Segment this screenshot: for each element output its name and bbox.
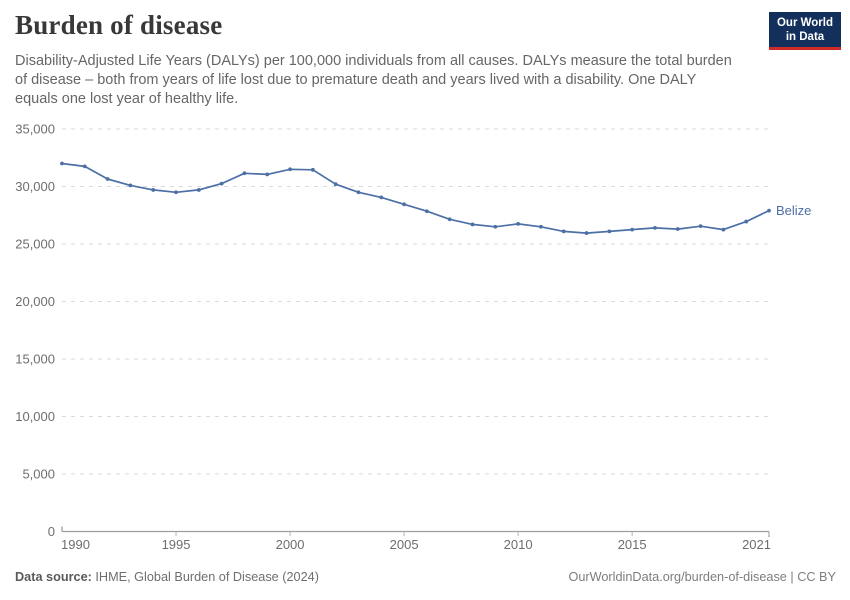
y-axis-tick-label: 25,000 xyxy=(15,237,55,252)
data-point-marker[interactable] xyxy=(60,161,64,166)
x-axis-tick-label: 2000 xyxy=(276,537,305,552)
y-axis-tick-label: 0 xyxy=(48,524,55,539)
data-point-marker[interactable] xyxy=(447,217,452,222)
data-point-marker[interactable] xyxy=(174,190,178,195)
data-point-marker[interactable] xyxy=(82,164,87,169)
x-axis-tick-label: 1995 xyxy=(162,537,191,552)
data-point-marker[interactable] xyxy=(288,167,292,172)
y-axis-tick-label: 20,000 xyxy=(15,294,55,309)
x-axis-tick-label: 2021 xyxy=(742,537,771,552)
data-point-marker[interactable] xyxy=(493,224,498,229)
page-title: Burden of disease xyxy=(15,10,223,40)
data-point-marker[interactable] xyxy=(356,190,361,195)
data-point-marker[interactable] xyxy=(105,177,110,181)
data-point-marker[interactable] xyxy=(675,227,680,231)
chart-footer: Data source: IHME, Global Burden of Dise… xyxy=(15,570,836,584)
data-point-marker[interactable] xyxy=(584,231,589,235)
y-axis-tick-label: 35,000 xyxy=(15,122,55,137)
data-point-marker[interactable] xyxy=(561,229,566,234)
y-axis-tick-label: 30,000 xyxy=(15,179,55,194)
data-point-marker[interactable] xyxy=(539,224,543,229)
data-point-marker[interactable] xyxy=(698,224,703,229)
x-axis-tick-label: 2015 xyxy=(618,537,647,552)
data-point-marker[interactable] xyxy=(744,219,749,224)
data-point-marker[interactable] xyxy=(607,229,612,234)
data-point-marker[interactable] xyxy=(265,172,270,177)
x-axis-tick-label: 1990 xyxy=(61,537,90,552)
data-point-marker[interactable] xyxy=(333,182,338,187)
owid-logo[interactable]: Our World in Data xyxy=(769,12,841,50)
data-point-marker[interactable] xyxy=(721,227,726,232)
y-axis-tick-label: 5,000 xyxy=(22,467,55,482)
data-point-marker[interactable] xyxy=(425,209,429,214)
data-point-marker[interactable] xyxy=(767,208,771,213)
data-point-marker[interactable] xyxy=(402,202,406,207)
data-point-marker[interactable] xyxy=(242,171,247,176)
data-point-marker[interactable] xyxy=(630,227,635,232)
data-point-marker[interactable] xyxy=(470,222,475,227)
data-point-marker[interactable] xyxy=(516,221,521,226)
data-point-marker[interactable] xyxy=(151,188,156,192)
data-source-label: Data source: xyxy=(15,570,92,584)
data-source-note: Data source: IHME, Global Burden of Dise… xyxy=(15,570,319,584)
owid-logo-line1: Our World xyxy=(776,17,833,29)
footer-link[interactable]: OurWorldinData.org/burden-of-disease | C… xyxy=(568,570,836,584)
chart-subtitle: Disability-Adjusted Life Years (DALYs) p… xyxy=(15,53,732,107)
x-axis-tick-label: 2010 xyxy=(504,537,533,552)
data-point-marker[interactable] xyxy=(128,183,133,188)
data-point-marker[interactable] xyxy=(310,167,315,172)
data-source-value: IHME, Global Burden of Disease (2024) xyxy=(91,570,319,584)
data-point-marker[interactable] xyxy=(379,195,384,200)
series-line[interactable] xyxy=(61,162,770,234)
data-point-marker[interactable] xyxy=(653,226,657,230)
y-axis-tick-label: 15,000 xyxy=(15,352,55,367)
owid-logo-line2: in Data xyxy=(785,31,825,43)
data-point-marker[interactable] xyxy=(196,188,201,192)
y-axis-tick-label: 10,000 xyxy=(15,409,55,424)
series-end-label[interactable]: Belize xyxy=(776,203,811,218)
data-point-marker[interactable] xyxy=(219,181,224,186)
x-axis-tick-label: 2005 xyxy=(390,537,419,552)
